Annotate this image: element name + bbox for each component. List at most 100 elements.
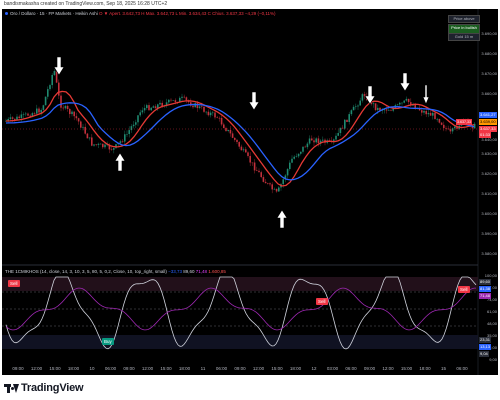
candle-body — [22, 114, 25, 115]
candle-body — [454, 126, 456, 129]
time-axis-label: 15:00 — [160, 366, 172, 371]
tradingview-logo-icon — [4, 383, 19, 393]
candle-body — [88, 137, 91, 139]
oscillator-name[interactable]: THE 1CMIKHOS (14, close, 14, 3, 10, 3, 5… — [5, 269, 167, 274]
tradingview-logo[interactable]: TradingView — [4, 382, 84, 394]
candle-body — [236, 139, 238, 143]
osc-value-4: 1.600,85 — [208, 269, 226, 274]
candle-body — [128, 130, 130, 134]
candle-body — [258, 170, 260, 173]
candle-body — [363, 94, 366, 97]
candle-body — [396, 104, 399, 106]
candle-body — [253, 162, 256, 171]
price-tag-ma-red: 3.639,00 — [479, 119, 497, 125]
price-label: 3.600,00 — [481, 211, 497, 216]
candle-body — [275, 188, 278, 192]
candle-body — [104, 144, 106, 148]
candle-body — [185, 97, 188, 101]
candle-body — [141, 110, 144, 113]
candle-body — [49, 85, 51, 90]
candle-body — [234, 137, 236, 140]
candle-body — [293, 156, 295, 159]
candle-body — [148, 105, 150, 111]
candle-body — [262, 177, 265, 182]
symbol-name[interactable]: Oro / Dollaro · 15 · FP Markets · Heikin… — [10, 11, 98, 16]
chart-area[interactable]: Oro / Dollaro · 15 · FP Markets · Heikin… — [2, 9, 498, 375]
candle-body — [339, 127, 342, 134]
candle-body — [216, 117, 218, 118]
candle-body — [220, 117, 223, 125]
osc-value-1: −33,73 — [168, 269, 182, 274]
osc-axis-label: 9,00 — [489, 357, 497, 362]
time-axis-label: 09:00 — [234, 366, 246, 371]
candle-body — [322, 139, 324, 141]
candle-body — [297, 153, 300, 157]
candle-body — [146, 105, 148, 109]
candle-body — [317, 138, 320, 144]
candle-body — [291, 158, 293, 163]
osc-value-3: 71,48 — [195, 269, 208, 274]
candle-body — [201, 106, 203, 108]
candle-body — [170, 99, 172, 101]
price-tag-current-left: 3.637,33 — [456, 119, 472, 125]
time-axis-label: 15 — [440, 366, 447, 371]
time-axis-label: 12 — [311, 366, 317, 371]
main-legend[interactable]: Oro / Dollaro · 15 · FP Markets · Heikin… — [5, 11, 276, 16]
candle-body — [11, 117, 14, 119]
candle-body — [300, 151, 302, 154]
candle-body — [135, 122, 137, 125]
candle-body — [44, 96, 47, 106]
candle-body — [214, 112, 216, 118]
price-axis[interactable]: 3.690,00 3.680,00 3.670,00 3.660,00 3.65… — [478, 9, 498, 375]
chart-canvas[interactable] — [2, 9, 498, 375]
candle-body — [130, 126, 133, 131]
time-axis-label: 09:00 — [12, 366, 24, 371]
candle-body — [102, 143, 104, 148]
candle-body — [75, 116, 78, 119]
candle-body — [341, 127, 344, 129]
candle-body — [73, 111, 75, 117]
candle-body — [161, 102, 163, 107]
osc-badge: 9,04 — [479, 351, 489, 357]
candle-body — [5, 120, 7, 122]
candle-body — [348, 114, 350, 122]
candle-body — [440, 122, 443, 125]
candle-body — [71, 111, 73, 115]
candle-body — [196, 103, 199, 109]
candle-body — [282, 179, 284, 185]
candle-body — [33, 113, 36, 114]
sell-signal-tag: Sell — [316, 298, 328, 305]
candle-body — [86, 133, 89, 139]
candle-body — [165, 102, 168, 106]
candle-body — [69, 108, 71, 115]
candle-body — [315, 138, 317, 143]
status-box-price-above: Price above — [448, 15, 480, 23]
candle-body — [27, 113, 29, 116]
candle-body — [229, 129, 232, 134]
time-axis-label: 15:00 — [271, 366, 283, 371]
up-arrow-icon — [276, 209, 288, 229]
candle-body — [53, 71, 56, 75]
candle-body — [319, 140, 322, 144]
candle-body — [106, 144, 108, 146]
candle-body — [401, 102, 403, 104]
candle-body — [14, 118, 16, 120]
candle-body — [407, 98, 410, 103]
candle-body — [38, 108, 40, 113]
price-tag-ma-blue: 3.641,27 — [479, 112, 497, 118]
candle-body — [412, 105, 414, 106]
candle-body — [388, 110, 390, 111]
price-label: 3.580,00 — [481, 251, 497, 256]
candle-body — [157, 104, 159, 109]
candle-body — [410, 102, 412, 106]
candle-body — [47, 89, 49, 97]
price-label: 3.690,00 — [481, 31, 497, 36]
candle-body — [346, 119, 348, 122]
candle-body — [352, 106, 355, 111]
oscillator-legend[interactable]: THE 1CMIKHOS (14, close, 14, 3, 10, 3, 5… — [5, 269, 226, 274]
candle-body — [278, 187, 280, 192]
osc-axis-label: 35,00 — [486, 333, 497, 338]
candle-body — [40, 109, 42, 113]
candle-body — [456, 126, 458, 129]
time-axis-label: 12:00 — [382, 366, 394, 371]
